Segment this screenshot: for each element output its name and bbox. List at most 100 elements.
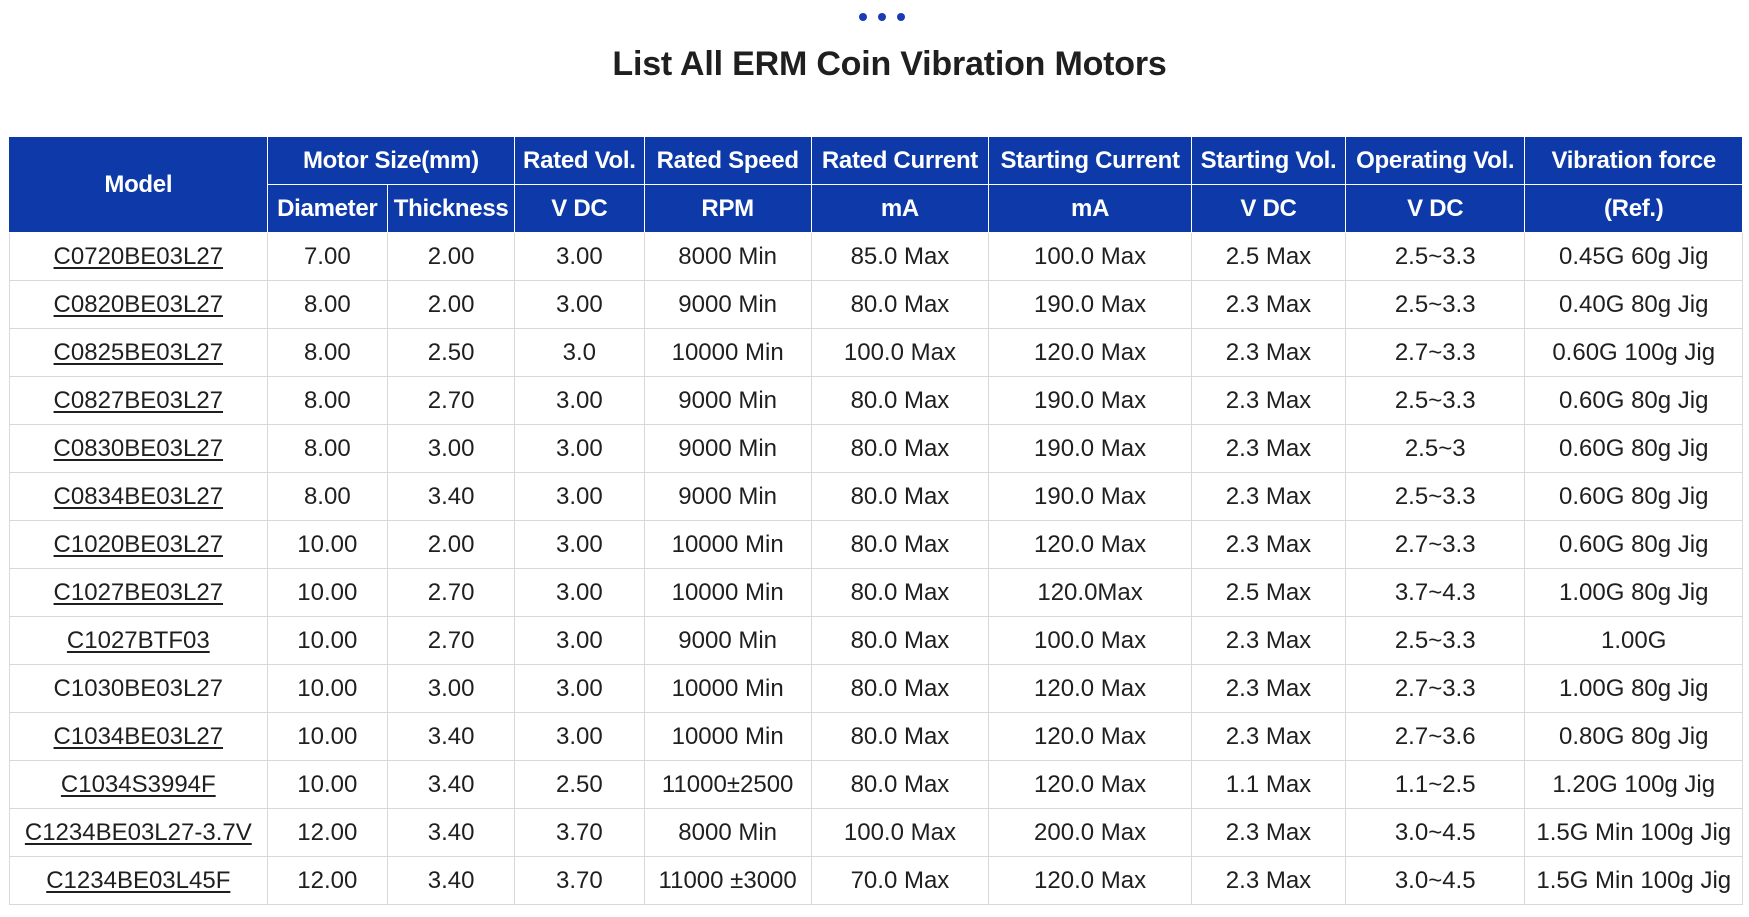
cell-vibration-force: 1.00G 80g Jig [1524,568,1743,617]
cell-rated-speed: 11000 ±3000 [643,856,812,905]
model-link[interactable]: C1027BE03L27 [53,578,224,606]
cell-model: C0830BE03L27 [9,424,268,473]
cell-starting-current: 120.0 Max [988,328,1193,377]
cell-rated-current: 80.0 Max [810,520,990,569]
cell-rated-speed: 9000 Min [643,376,812,425]
cell-diameter: 8.00 [266,280,389,329]
cell-vibration-force: 1.5G Min 100g Jig [1524,808,1743,857]
cell-starting-current: 190.0 Max [988,280,1193,329]
cell-diameter: 10.00 [266,664,389,713]
cell-rated-speed: 10000 Min [643,520,812,569]
cell-model: C1034S3994F [9,760,268,809]
cell-starting-current: 200.0 Max [988,808,1193,857]
cell-rated-vol: 3.70 [514,808,645,857]
cell-starting-current: 100.0 Max [988,616,1193,665]
col-header-model: Model [9,136,268,233]
cell-rated-current: 80.0 Max [810,712,990,761]
cell-rated-speed: 10000 Min [643,328,812,377]
cell-rated-speed: 9000 Min [643,472,812,521]
table-row: C0834BE03L27 8.00 3.40 3.00 9000 Min 80.0 Max… [9,472,1743,521]
model-link[interactable]: C1234BE03L45F [46,866,231,894]
dot-icon [896,13,905,21]
model-link[interactable]: C1034S3994F [60,770,216,798]
cell-operating-vol: 2.5~3.3 [1344,376,1526,425]
cell-starting-vol: 2.3 Max [1191,856,1346,905]
cell-starting-vol: 2.3 Max [1191,472,1346,521]
cell-model: C0827BE03L27 [9,376,268,425]
cell-operating-vol: 3.7~4.3 [1344,568,1526,617]
cell-starting-current: 120.0 Max [988,520,1193,569]
cell-rated-current: 70.0 Max [810,856,990,905]
cell-starting-current: 190.0 Max [988,472,1193,521]
cell-rated-vol: 3.00 [514,472,645,521]
col-header-rated-current: Rated Current [810,136,990,185]
col-unit-rated-current: mA [810,184,990,233]
cell-rated-current: 80.0 Max [810,568,990,617]
cell-starting-vol: 2.5 Max [1191,232,1346,281]
col-header-thickness: Thickness [387,184,516,233]
model-link[interactable]: C0820BE03L27 [53,290,224,318]
cell-operating-vol: 2.7~3.3 [1344,328,1526,377]
cell-diameter: 10.00 [266,520,389,569]
cell-operating-vol: 2.5~3 [1344,424,1526,473]
cell-operating-vol: 2.7~3.6 [1344,712,1526,761]
cell-thickness: 2.00 [387,280,516,329]
cell-operating-vol: 3.0~4.5 [1344,808,1526,857]
model-link[interactable]: C0834BE03L27 [53,482,224,510]
cell-rated-speed: 10000 Min [643,664,812,713]
cell-rated-vol: 2.50 [514,760,645,809]
cell-thickness: 3.00 [387,424,516,473]
cell-model: C1030BE03L27 [9,664,268,713]
cell-rated-vol: 3.70 [514,856,645,905]
cell-rated-current: 80.0 Max [810,760,990,809]
cell-vibration-force: 0.80G 80g Jig [1524,712,1743,761]
cell-starting-vol: 2.3 Max [1191,520,1346,569]
dot-icon [877,13,886,21]
cell-diameter: 8.00 [266,376,389,425]
col-header-starting-current: Starting Current [988,136,1193,185]
cell-thickness: 2.70 [387,376,516,425]
cell-operating-vol: 2.7~3.3 [1344,520,1526,569]
cell-operating-vol: 2.5~3.3 [1344,232,1526,281]
cell-operating-vol: 2.5~3.3 [1344,472,1526,521]
table-row: C1030BE03L27 10.00 3.00 3.00 10000 Min 80.0 M… [9,664,1743,713]
table-row: C1234BE03L27-3.7V 12.00 3.40 3.70 8000 Min 10… [9,808,1743,857]
cell-vibration-force: 0.60G 80g Jig [1524,424,1743,473]
cell-starting-vol: 2.3 Max [1191,616,1346,665]
cell-starting-current: 120.0 Max [988,856,1193,905]
cell-rated-vol: 3.00 [514,520,645,569]
cell-starting-current: 190.0 Max [988,376,1193,425]
model-link[interactable]: C0825BE03L27 [53,338,224,366]
cell-thickness: 2.50 [387,328,516,377]
model-link[interactable]: C0720BE03L27 [53,242,224,270]
model-link[interactable]: C1020BE03L27 [53,530,224,558]
cell-thickness: 2.70 [387,616,516,665]
cell-model: C0720BE03L27 [9,232,268,281]
table-row: C1027BE03L27 10.00 2.70 3.00 10000 Min 80.0 M… [9,568,1743,617]
model-link[interactable]: C1234BE03L27-3.7V [24,818,252,846]
cell-starting-current: 100.0 Max [988,232,1193,281]
cell-thickness: 3.40 [387,856,516,905]
cell-rated-current: 85.0 Max [810,232,990,281]
cell-diameter: 12.00 [266,856,389,905]
cell-starting-vol: 2.3 Max [1191,424,1346,473]
col-unit-rated-speed: RPM [643,184,812,233]
cell-starting-vol: 1.1 Max [1191,760,1346,809]
col-unit-rated-vol: V DC [514,184,645,233]
cell-starting-current: 120.0 Max [988,712,1193,761]
cell-starting-current: 120.0 Max [988,664,1193,713]
model-link[interactable]: C1034BE03L27 [53,722,224,750]
cell-thickness: 3.40 [387,712,516,761]
cell-vibration-force: 1.20G 100g Jig [1524,760,1743,809]
cell-model: C1234BE03L45F [9,856,268,905]
model-link[interactable]: C1027BTF03 [66,626,210,654]
cell-starting-vol: 2.3 Max [1191,376,1346,425]
cell-starting-vol: 2.3 Max [1191,280,1346,329]
cell-thickness: 2.00 [387,232,516,281]
cell-diameter: 8.00 [266,424,389,473]
cell-rated-current: 100.0 Max [810,328,990,377]
cell-thickness: 3.40 [387,760,516,809]
model-link[interactable]: C0830BE03L27 [53,434,224,462]
model-link[interactable]: C0827BE03L27 [53,386,224,414]
cell-operating-vol: 2.5~3.3 [1344,280,1526,329]
